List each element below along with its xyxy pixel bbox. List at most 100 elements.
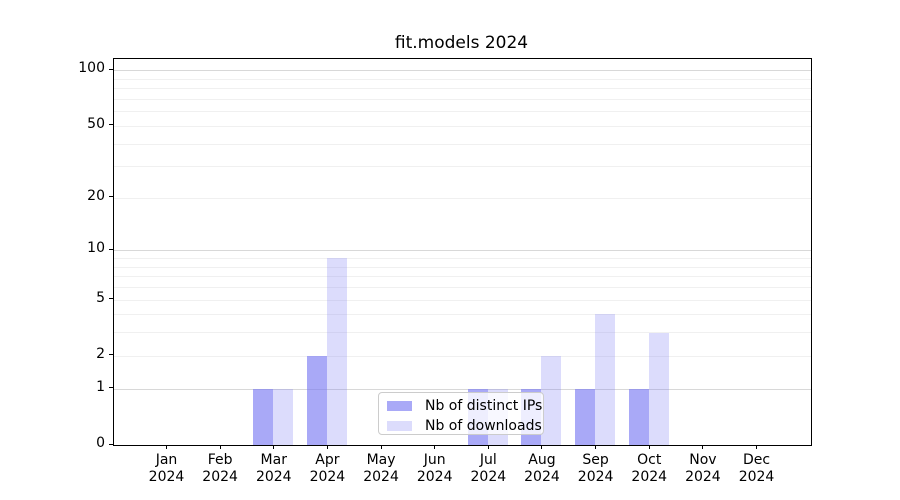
- x-tick-label-line: Oct: [637, 452, 662, 468]
- x-tick-label-line: Jun: [423, 452, 446, 468]
- x-tick-label-line: Dec: [742, 452, 771, 468]
- gridline-minor: [114, 88, 811, 90]
- y-tick-20: [109, 196, 113, 198]
- chart-title: fit.models 2024: [394, 33, 529, 53]
- legend-label-downloads: Nb of downloads: [425, 417, 542, 434]
- legend-label-distinct-ips: Nb of distinct IPs: [425, 397, 543, 414]
- x-tick-feb: [219, 445, 221, 449]
- legend: Nb of distinct IPs Nb of downloads: [378, 392, 544, 435]
- x-tick-label-line: 2024: [470, 469, 507, 485]
- x-tick-aug: [541, 445, 543, 449]
- x-tick-label-line: Sep: [582, 452, 609, 468]
- gridline-minor: [114, 355, 811, 357]
- bar-nb-of-distinct-ips-mar: [253, 388, 274, 445]
- x-tick-label-line: 2024: [148, 469, 185, 485]
- x-tick-jan: [166, 445, 167, 449]
- y-tick-label-10: 10: [87, 240, 105, 257]
- gridline-major: [114, 250, 811, 252]
- x-tick-may: [380, 445, 382, 449]
- x-tick-mar: [273, 445, 275, 449]
- x-tick-label-may: May 2024: [353, 452, 409, 486]
- x-tick-jul: [487, 445, 489, 449]
- bar-nb-of-distinct-ips-oct: [628, 388, 649, 445]
- gridline-minor: [114, 197, 811, 199]
- gridline-minor: [114, 299, 811, 301]
- x-tick-label-aug: Aug 2024: [514, 452, 570, 486]
- y-tick-5: [109, 298, 113, 300]
- gridline-minor: [114, 98, 811, 100]
- gridline-major: [114, 388, 811, 390]
- x-tick-label-oct: Oct 2024: [621, 452, 677, 486]
- x-tick-label-sep: Sep 2024: [568, 452, 624, 486]
- x-tick-label-line: 2024: [363, 469, 399, 485]
- x-tick-label-line: 2024: [631, 469, 668, 485]
- x-tick-sep: [595, 445, 597, 449]
- x-tick-label-nov: Nov 2024: [675, 452, 731, 486]
- bar-nb-of-distinct-ips-apr: [306, 355, 327, 445]
- x-tick-label-line: 2024: [202, 469, 238, 485]
- y-tick-50: [109, 124, 113, 126]
- x-tick-label-dec: Dec 2024: [729, 452, 785, 486]
- x-tick-label-line: 2024: [685, 469, 721, 485]
- gridline-major: [114, 70, 811, 72]
- legend-item-distinct-ips: Nb of distinct IPs: [387, 397, 542, 414]
- y-tick-label-100: 100: [78, 60, 105, 77]
- x-tick-label-line: Jul: [479, 452, 497, 468]
- x-tick-nov: [702, 445, 704, 449]
- y-tick-label-50: 50: [87, 115, 105, 132]
- bar-nb-of-distinct-ips-sep: [575, 388, 596, 445]
- gridline-minor: [114, 287, 811, 289]
- bar-nb-of-downloads-oct: [648, 332, 669, 445]
- x-tick-label-line: Jan: [155, 452, 178, 468]
- gridline-minor: [114, 111, 811, 113]
- y-tick-10: [109, 248, 113, 250]
- gridline-minor: [114, 314, 811, 316]
- x-tick-apr: [326, 445, 328, 449]
- gridline-minor: [114, 258, 811, 260]
- x-tick-label-line: Mar: [260, 452, 287, 468]
- bar-nb-of-downloads-mar: [273, 388, 294, 445]
- x-tick-label-feb: Feb 2024: [192, 452, 248, 486]
- gridline-minor: [114, 332, 811, 334]
- x-tick-label-jun: Jun 2024: [407, 452, 463, 486]
- x-tick-label-line: May: [366, 452, 396, 468]
- x-tick-label-mar: Mar 2024: [246, 452, 302, 486]
- gridline-minor: [114, 125, 811, 127]
- x-tick-label-jan: Jan 2024: [139, 452, 195, 486]
- y-tick-label-0: 0: [96, 435, 105, 451]
- x-tick-label-line: 2024: [577, 469, 614, 485]
- bar-nb-of-downloads-sep: [595, 314, 616, 445]
- x-tick-label-jul: Jul 2024: [460, 452, 516, 486]
- x-tick-label-line: 2024: [524, 469, 560, 485]
- x-tick-label-line: 2024: [416, 469, 453, 485]
- x-tick-label-apr: Apr 2024: [299, 452, 355, 486]
- x-tick-label-line: Feb: [207, 452, 233, 468]
- x-tick-jun: [434, 445, 436, 449]
- y-tick-label-2: 2: [96, 345, 105, 362]
- y-tick-1: [109, 387, 113, 389]
- x-tick-oct: [648, 445, 650, 449]
- y-tick-label-5: 5: [96, 289, 105, 306]
- bar-nb-of-downloads-aug: [541, 355, 562, 445]
- gridline-minor: [114, 266, 811, 268]
- legend-swatch-distinct-ips: [387, 400, 412, 411]
- y-tick-2: [109, 354, 113, 356]
- legend-item-downloads: Nb of downloads: [387, 417, 542, 434]
- x-tick-label-line: 2024: [738, 469, 775, 485]
- x-tick-dec: [756, 445, 758, 449]
- x-tick-label-line: 2024: [255, 469, 292, 485]
- gridline-minor: [114, 166, 811, 168]
- gridline-minor: [114, 78, 811, 80]
- x-tick-label-line: Aug: [528, 452, 556, 468]
- gridline-minor: [114, 276, 811, 278]
- y-tick-0: [109, 443, 113, 445]
- plot-area: [113, 58, 812, 446]
- x-tick-label-line: 2024: [309, 469, 346, 485]
- y-tick-label-1: 1: [96, 378, 105, 395]
- y-tick-100: [109, 68, 113, 70]
- y-tick-label-20: 20: [87, 187, 105, 204]
- x-tick-label-line: Apr: [315, 452, 340, 468]
- x-tick-label-line: Nov: [689, 452, 717, 468]
- gridline-minor: [114, 143, 811, 145]
